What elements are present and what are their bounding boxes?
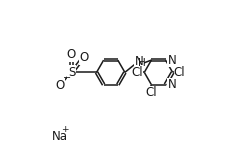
Text: +: + xyxy=(61,125,69,134)
Text: Cl: Cl xyxy=(146,86,157,99)
Text: O: O xyxy=(79,51,88,64)
Text: Cl: Cl xyxy=(174,66,185,79)
Text: H: H xyxy=(138,58,146,68)
Text: N: N xyxy=(167,78,176,91)
Text: S: S xyxy=(68,66,75,79)
Text: Cl: Cl xyxy=(131,66,143,79)
Text: Na: Na xyxy=(52,130,67,143)
Text: O: O xyxy=(67,48,76,61)
Text: −: − xyxy=(63,73,71,83)
Text: O: O xyxy=(55,79,65,92)
Text: N: N xyxy=(135,55,143,68)
Text: N: N xyxy=(167,54,176,67)
